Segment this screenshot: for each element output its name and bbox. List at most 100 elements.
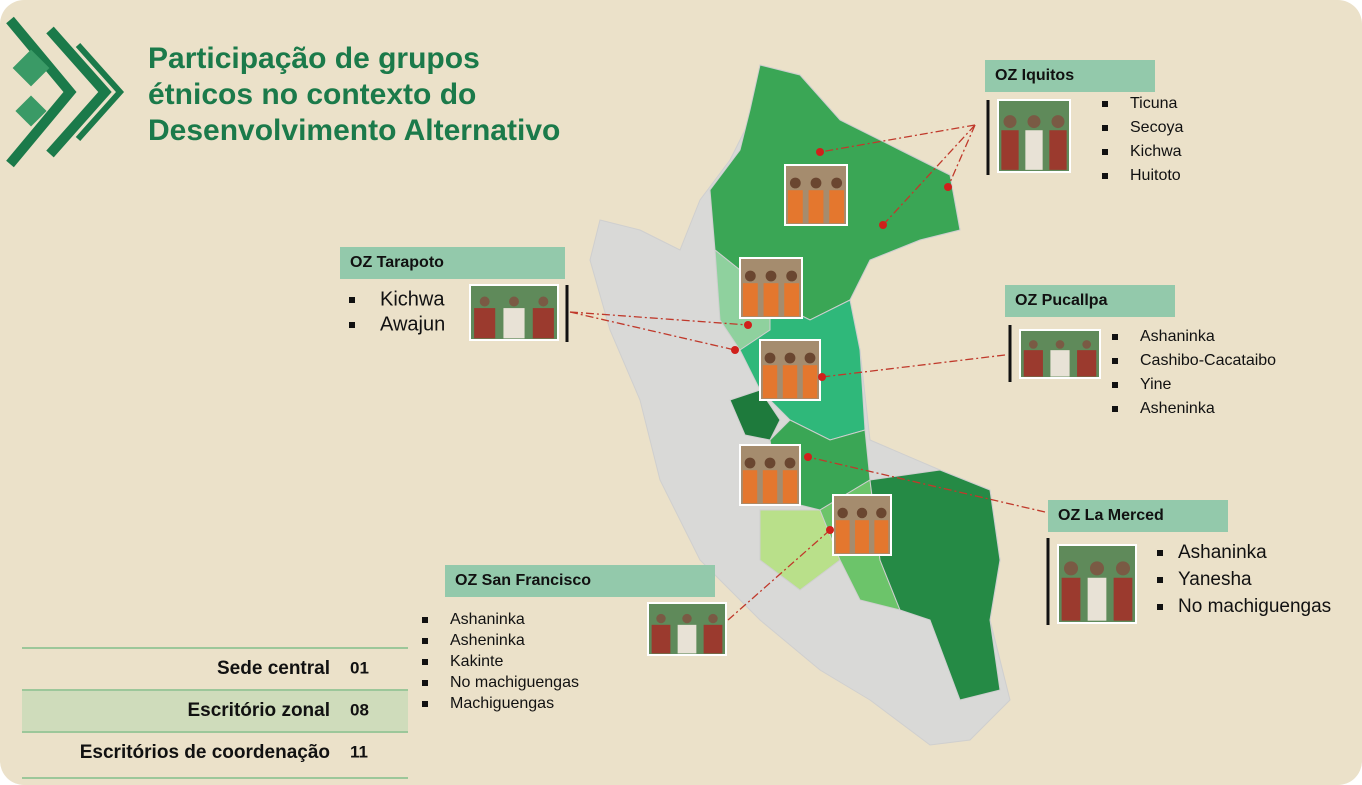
bullet	[1157, 577, 1163, 583]
photo-figure-body	[1049, 130, 1067, 170]
title-line: étnicos no contexto do	[148, 78, 476, 111]
photo-figure-head	[856, 507, 868, 519]
photo-figure-body	[1113, 577, 1133, 621]
group-name: Ashaninka	[1178, 542, 1267, 563]
photo-figure-head	[876, 507, 887, 519]
group-name: Ticuna	[1130, 95, 1178, 112]
leader-line	[821, 354, 1006, 378]
photo-figure-head	[784, 352, 796, 364]
bullet	[349, 297, 355, 303]
photo-figure-head	[764, 352, 776, 364]
group-name: Ashaninka	[450, 611, 525, 628]
office-dot	[816, 148, 824, 156]
office-name: OZ Pucallpa	[1015, 292, 1108, 309]
office-dot	[818, 373, 826, 381]
bullet	[1102, 101, 1108, 107]
photo-figure-head	[837, 507, 848, 519]
photo-figure-head	[831, 177, 843, 189]
leader-line	[569, 311, 736, 351]
office-dot	[879, 221, 887, 229]
photo	[1057, 544, 1137, 624]
office-dot	[804, 453, 812, 461]
photo-figure-head	[1029, 340, 1038, 349]
office-header	[445, 565, 715, 597]
summary-value: 08	[350, 700, 369, 719]
bullet	[1102, 149, 1108, 155]
group-name: Yine	[1140, 376, 1172, 393]
photo-figure-body	[1077, 350, 1097, 377]
photo-figure-body	[784, 283, 800, 317]
photo-figure-head	[538, 296, 549, 307]
photo-figure-body	[1001, 130, 1019, 170]
leader-line	[727, 529, 831, 621]
photo	[1019, 329, 1101, 379]
photo-figure-body	[503, 308, 525, 339]
group-name: Yanesha	[1178, 569, 1252, 590]
bullet	[1112, 358, 1118, 364]
photo-figure-head	[1089, 561, 1105, 576]
photo	[739, 444, 801, 506]
photo-figure-body	[874, 520, 889, 554]
photo-figure-head	[1051, 115, 1065, 129]
photo	[784, 164, 848, 226]
leader-line	[882, 124, 976, 226]
photo-figure-body	[1061, 577, 1081, 621]
photo-figure-head	[708, 613, 718, 624]
logo	[6, 16, 125, 168]
photo-figure-body	[787, 190, 803, 224]
bullet	[1157, 550, 1163, 556]
photo-figure-body	[651, 624, 671, 654]
photo-figure-body	[1050, 350, 1070, 377]
office-name: OZ Tarapoto	[350, 254, 444, 271]
office-dot	[744, 321, 752, 329]
office-header	[1005, 285, 1175, 317]
photo-figure-head	[1063, 561, 1079, 576]
office-dot	[826, 526, 834, 534]
group-name: Asheninka	[1140, 400, 1215, 417]
photo-figure-head	[784, 457, 796, 469]
summary-label: Escritórios de coordenação	[80, 742, 330, 763]
photo-figure-body	[1023, 350, 1043, 377]
photo-figure-head	[509, 296, 519, 307]
photo-figure-body	[763, 283, 779, 317]
bullet	[1102, 125, 1108, 131]
group-name: Cashibo-Cacataibo	[1140, 352, 1276, 369]
photo-figure-body	[808, 190, 824, 224]
bullet	[422, 680, 428, 686]
summary-highlight	[22, 691, 408, 731]
photo	[469, 284, 559, 341]
bullet	[422, 659, 428, 665]
photo-figure-body	[677, 624, 697, 654]
bullet	[1102, 173, 1108, 179]
group-name: Asheninka	[450, 632, 525, 649]
group-name: Awajun	[380, 313, 445, 335]
photo-figure-body	[532, 308, 554, 339]
office-header	[1048, 500, 1228, 532]
photo-figure-body	[1087, 577, 1107, 621]
leader-line	[819, 124, 976, 153]
title-line: Participação de grupos	[148, 42, 480, 75]
group-name: No machiguengas	[450, 674, 579, 691]
photo-figure-head	[744, 270, 756, 282]
photo-figure-head	[804, 352, 816, 364]
photo-figure-head	[786, 270, 798, 282]
photo-figure-body	[835, 520, 850, 554]
photo-figure-head	[682, 613, 692, 624]
photo-figure-head	[1055, 340, 1065, 349]
photo-figure-head	[656, 613, 666, 624]
photo-figure-body	[474, 308, 496, 339]
leader-line	[569, 311, 749, 326]
group-name: Huitoto	[1130, 167, 1181, 184]
photo-figure-body	[762, 365, 778, 399]
office-name: OZ Iquitos	[995, 67, 1074, 84]
leader-line	[947, 124, 976, 188]
group-name: Kakinte	[450, 653, 503, 670]
photo-figure-body	[782, 470, 798, 504]
photo-figure-head	[764, 457, 776, 469]
photo	[997, 99, 1071, 173]
photo-figure-body	[742, 470, 758, 504]
photo	[739, 257, 803, 319]
photo-figure-head	[479, 296, 490, 307]
